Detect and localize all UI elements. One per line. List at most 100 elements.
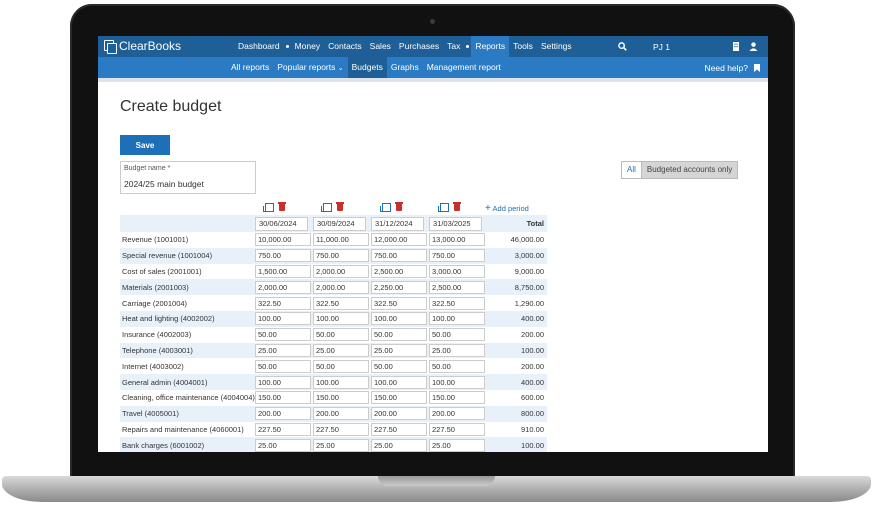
budget-value-input[interactable] [371, 264, 427, 278]
trash-icon[interactable] [453, 202, 461, 211]
toggle-budgeted-only[interactable]: Budgeted accounts only [641, 161, 739, 179]
help-link[interactable]: Need help? [704, 62, 748, 73]
budget-value-input[interactable] [429, 264, 485, 278]
page-title: Create budget [120, 98, 222, 115]
budget-value-input[interactable] [255, 359, 311, 373]
budget-value-input[interactable] [255, 328, 311, 342]
budget-value-input[interactable] [313, 359, 369, 373]
budget-value-input[interactable] [255, 422, 311, 436]
subnav-all-reports[interactable]: All reports [231, 62, 270, 72]
budget-value-input[interactable] [313, 343, 369, 357]
budget-value-input[interactable] [255, 343, 311, 357]
budget-value-input[interactable] [429, 280, 485, 294]
budget-value-input[interactable] [313, 280, 369, 294]
budget-value-input[interactable] [429, 407, 485, 421]
budget-value-input[interactable] [313, 264, 369, 278]
budget-value-input[interactable] [429, 375, 485, 389]
subnav-popular-reports[interactable]: Popular reports ⌄ [273, 57, 347, 78]
budget-value-input[interactable] [371, 249, 427, 263]
trash-icon[interactable] [395, 202, 403, 211]
user-icon[interactable] [749, 42, 758, 51]
budget-value-input[interactable] [371, 280, 427, 294]
period-date-4[interactable]: 31/03/2025 [429, 216, 482, 231]
trash-icon[interactable] [336, 202, 344, 211]
budget-value-input[interactable] [371, 407, 427, 421]
add-period-button[interactable]: + Add period [485, 204, 529, 214]
budget-value-input[interactable] [255, 375, 311, 389]
nav-settings[interactable]: Settings [540, 41, 572, 51]
budget-value-input[interactable] [313, 438, 369, 452]
budget-value-input[interactable] [255, 280, 311, 294]
budget-value-input[interactable] [429, 312, 485, 326]
budget-value-input[interactable] [313, 249, 369, 263]
budget-value-input[interactable] [371, 359, 427, 373]
budget-value-input[interactable] [313, 233, 369, 247]
add-period-label: Add period [492, 204, 529, 213]
budget-value-input[interactable] [313, 375, 369, 389]
toggle-all[interactable]: All [621, 161, 642, 179]
nav-purchases[interactable]: Purchases [398, 41, 440, 51]
nav-money[interactable]: Money [294, 41, 321, 51]
budget-value-input[interactable] [429, 343, 485, 357]
nav-sales[interactable]: Sales [369, 41, 391, 51]
budget-name-value[interactable]: 2024/25 main budget [124, 179, 204, 189]
budget-value-input[interactable] [429, 233, 485, 247]
bookmark-icon[interactable] [754, 63, 760, 72]
budget-value-input[interactable] [371, 343, 427, 357]
budget-value-input[interactable] [371, 438, 427, 452]
subnav-budgets[interactable]: Budgets [347, 57, 387, 78]
nav-contacts[interactable]: Contacts [328, 41, 362, 51]
budget-value-input[interactable] [313, 328, 369, 342]
table-row: Travel (4005001) 800.00 [120, 405, 547, 422]
budget-name-field[interactable]: Budget name * 2024/25 main budget [120, 161, 256, 194]
budget-value-input[interactable] [255, 249, 311, 263]
budget-value-input[interactable] [313, 391, 369, 405]
search-icon[interactable] [618, 42, 627, 51]
save-button[interactable]: Save [120, 135, 170, 155]
budget-value-input[interactable] [429, 249, 485, 263]
budget-value-input[interactable] [371, 312, 427, 326]
budget-value-input[interactable] [429, 359, 485, 373]
user-menu[interactable]: PJ 1 [652, 41, 670, 52]
nav-tax[interactable]: Tax [447, 41, 461, 51]
budget-value-input[interactable] [429, 422, 485, 436]
copy-icon[interactable] [321, 203, 332, 212]
budget-value-input[interactable] [429, 438, 485, 452]
period-date-1[interactable]: 30/06/2024 [255, 216, 308, 231]
row-total: 100.00 [487, 437, 547, 452]
budget-value-input[interactable] [255, 264, 311, 278]
budget-value-input[interactable] [371, 422, 427, 436]
budget-value-input[interactable] [371, 328, 427, 342]
subnav-graphs[interactable]: Graphs [390, 62, 419, 72]
budget-value-input[interactable] [255, 312, 311, 326]
subnav-management-report[interactable]: Management report [426, 62, 501, 72]
budget-value-input[interactable] [429, 328, 485, 342]
budget-value-input[interactable] [255, 407, 311, 421]
copy-icon[interactable] [263, 203, 274, 212]
nav-dashboard[interactable]: Dashboard [238, 41, 280, 51]
budget-value-input[interactable] [371, 391, 427, 405]
copy-icon[interactable] [438, 203, 449, 212]
nav-tools[interactable]: Tools [513, 41, 533, 51]
budget-value-input[interactable] [255, 233, 311, 247]
building-icon[interactable] [732, 42, 740, 51]
budget-value-input[interactable] [255, 296, 311, 310]
budget-value-input[interactable] [429, 391, 485, 405]
screen: ClearBooks Dashboard Money Contacts Sale… [98, 36, 768, 452]
budget-value-input[interactable] [313, 422, 369, 436]
budget-value-input[interactable] [255, 438, 311, 452]
copy-icon[interactable] [380, 203, 391, 212]
period-date-3[interactable]: 31/12/2024 [371, 216, 424, 231]
budget-value-input[interactable] [429, 296, 485, 310]
period-date-2[interactable]: 30/09/2024 [313, 216, 366, 231]
budget-value-input[interactable] [313, 296, 369, 310]
budget-value-input[interactable] [371, 375, 427, 389]
trash-icon[interactable] [278, 202, 286, 211]
budget-value-input[interactable] [313, 312, 369, 326]
budget-value-input[interactable] [313, 407, 369, 421]
budget-value-input[interactable] [371, 233, 427, 247]
budget-value-input[interactable] [255, 391, 311, 405]
nav-reports[interactable]: Reports [471, 36, 510, 57]
budget-value-input[interactable] [371, 296, 427, 310]
logo[interactable]: ClearBooks [104, 39, 181, 54]
